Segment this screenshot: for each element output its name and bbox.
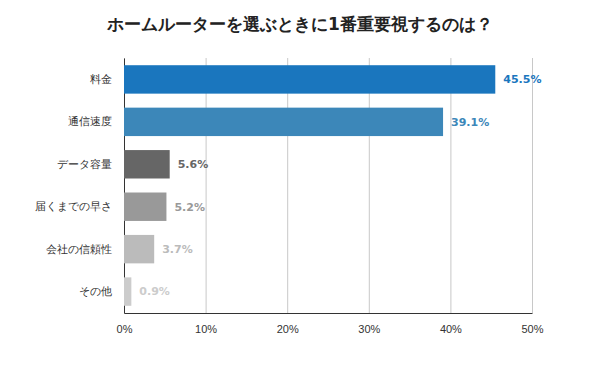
bar (124, 235, 154, 263)
x-tick: 50% (521, 58, 543, 335)
x-tick-label: 40% (440, 323, 462, 335)
y-tick: データ容量 (57, 158, 112, 170)
y-tick-label: その他 (79, 285, 112, 297)
x-tick-label: 20% (277, 323, 299, 335)
x-tick: 10% (195, 58, 217, 335)
y-tick: その他 (79, 285, 112, 297)
x-tick: 20% (277, 58, 299, 335)
x-tick-label: 0% (117, 323, 133, 335)
data-label: 5.2% (174, 201, 205, 214)
x-axis-line (125, 313, 533, 314)
grid-line (532, 58, 533, 313)
x-tick-label: 50% (521, 323, 543, 335)
y-tick-label: 通信速度 (68, 115, 112, 127)
y-tick: 通信速度 (68, 115, 112, 127)
x-tick: 30% (358, 58, 380, 335)
y-tick: 料金 (90, 73, 112, 85)
y-tick: 届くまでの早さ (35, 200, 112, 212)
y-tick-label: 会社の信頼性 (46, 243, 112, 255)
x-tick-label: 10% (195, 323, 217, 335)
y-tick-label: データ容量 (57, 158, 112, 170)
chart: ホームルーターを選ぶときに1番重要視するのは？ 0% 10% 20% 30% 40% 50%… (0, 0, 600, 371)
y-tick-label: 料金 (90, 73, 112, 85)
y-axis-line (124, 59, 125, 314)
data-label: 45.5% (503, 73, 541, 86)
x-axis: 0% 10% 20% 30% 40% 50% (117, 58, 544, 335)
x-tick: 40% (440, 58, 462, 335)
grid-line (450, 58, 451, 313)
grid-line (287, 58, 288, 313)
bar (124, 150, 170, 178)
data-label: 0.9% (139, 285, 170, 298)
title: ホームルーターを選ぶときに1番重要視するのは？ (106, 14, 493, 34)
bar (124, 65, 495, 93)
grid-line (206, 58, 207, 313)
data-label: 39.1% (451, 116, 489, 129)
y-tick-label: 届くまでの早さ (35, 200, 112, 212)
x-tick-label: 30% (358, 323, 380, 335)
y-axis: 料金通信速度データ容量届くまでの早さ会社の信頼性その他 (35, 59, 125, 314)
bar (124, 193, 166, 221)
grid-line (369, 58, 370, 313)
bar (124, 277, 131, 305)
data-label: 5.6% (178, 158, 209, 171)
data-label: 3.7% (162, 243, 193, 256)
y-tick: 会社の信頼性 (46, 243, 112, 255)
grid-line (124, 58, 125, 313)
bars (124, 65, 495, 306)
plot: 0% 10% 20% 30% 40% 50% 料金通信速度データ容量届くまでの早さ会社の信頼… (35, 58, 544, 335)
data-labels: 45.5% 39.1% 5.6% 5.2% 3.7% 0.9% (139, 73, 541, 298)
bar (124, 108, 443, 136)
